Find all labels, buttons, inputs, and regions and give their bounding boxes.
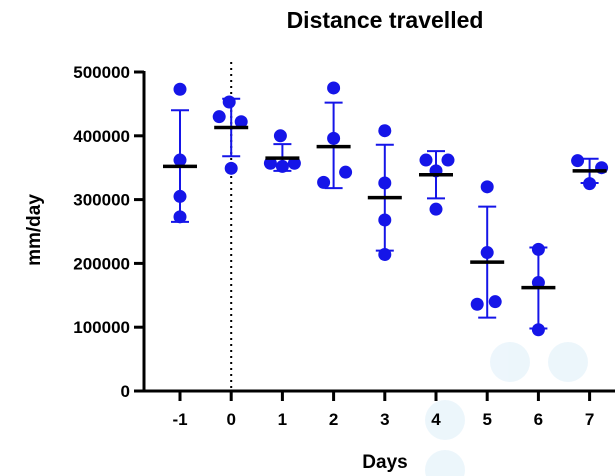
y-tick-label: 300000 (73, 191, 130, 210)
plot-area: 0 100000 200000 300000 400000 500000 -1 0 1 2 3 4 5 6… (73, 62, 615, 429)
data-point (531, 323, 545, 337)
data-point (378, 176, 392, 190)
data-point (488, 295, 502, 309)
data-point (531, 276, 545, 290)
data-point (339, 165, 353, 179)
data-point (378, 213, 392, 227)
data-point (173, 153, 187, 167)
data-point (571, 154, 585, 168)
x-tick-label: 3 (380, 410, 389, 429)
x-axis-label: Days (362, 452, 407, 473)
x-tick-label: 4 (431, 410, 441, 429)
data-point (480, 180, 494, 194)
data-point (212, 110, 226, 124)
data-point (173, 210, 187, 224)
data-point (327, 131, 341, 145)
data-point (173, 82, 187, 96)
x-tick-label: 5 (482, 410, 491, 429)
data-point (441, 153, 455, 167)
y-tick-label: 200000 (73, 254, 130, 273)
data-point (531, 242, 545, 256)
data-point (429, 202, 443, 216)
y-tick-label: 100000 (73, 318, 130, 337)
data-point (480, 246, 494, 260)
data-point (234, 115, 248, 129)
x-tick-label: 7 (585, 410, 594, 429)
y-tick-label: 400000 (73, 127, 130, 146)
data-point (470, 297, 484, 311)
y-tick-label: 0 (121, 382, 130, 401)
data-point (275, 159, 289, 173)
data-point (378, 247, 392, 261)
data-point (263, 156, 277, 170)
x-tick-label: 2 (329, 410, 338, 429)
data-point (317, 175, 331, 189)
chart-title: Distance travelled (287, 7, 484, 33)
data-point (224, 161, 238, 175)
data-point (583, 177, 597, 191)
data-point (287, 156, 301, 170)
data-point (222, 95, 236, 109)
data-point (273, 129, 287, 143)
data-point (173, 189, 187, 203)
x-tick-label: 1 (278, 410, 287, 429)
data-point (378, 124, 392, 138)
background-watermark (425, 342, 588, 476)
x-tick-label: 0 (226, 410, 235, 429)
data-point (419, 153, 433, 167)
x-tick-label: 6 (534, 410, 543, 429)
y-tick-label: 500000 (73, 63, 130, 82)
y-axis-label: mm/day (24, 194, 45, 266)
x-tick-label: -1 (172, 410, 187, 429)
data-point (327, 81, 341, 95)
